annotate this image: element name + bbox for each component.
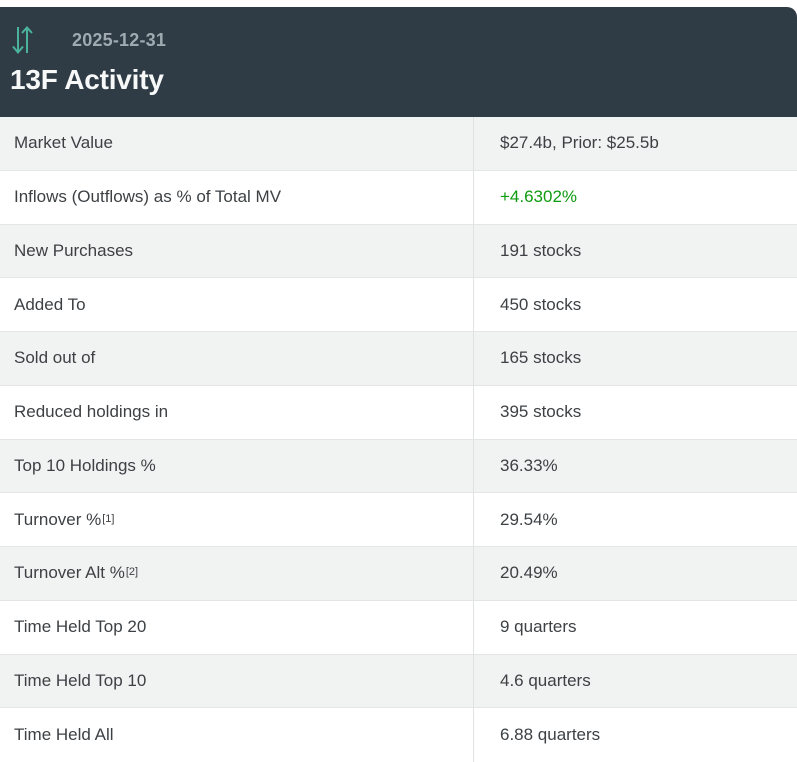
table-row: Turnover % [1] 29.54%	[0, 493, 797, 547]
table-row: Sold out of 165 stocks	[0, 332, 797, 386]
up-down-arrows-icon[interactable]	[10, 21, 36, 59]
row-label: Reduced holdings in	[14, 402, 169, 422]
row-value: 165 stocks	[473, 332, 797, 385]
table-row: Market Value $27.4b, Prior: $25.5b	[0, 117, 797, 171]
row-label: Turnover Alt % [2]	[14, 563, 139, 583]
row-value: 4.6 quarters	[473, 654, 797, 708]
table-row: Time Held All 6.88 quarters	[0, 708, 797, 762]
table-row: Time Held Top 20 9 quarters	[0, 600, 797, 655]
row-label: New Purchases	[14, 240, 134, 260]
table-row: Reduced holdings in 395 stocks	[0, 385, 797, 440]
row-label: Time Held Top 20	[14, 617, 147, 637]
report-date: 2025-12-31	[72, 29, 167, 50]
row-value: $27.4b, Prior: $25.5b	[473, 117, 797, 170]
row-label: Turnover % [1]	[14, 509, 115, 529]
row-label: Sold out of	[14, 348, 96, 368]
row-value: +4.6302%	[473, 170, 797, 224]
table-row: New Purchases 191 stocks	[0, 224, 797, 279]
row-value: 450 stocks	[473, 278, 797, 331]
13f-activity-table: Market Value $27.4b, Prior: $25.5b Inflo…	[0, 117, 797, 762]
top-gap	[0, 0, 797, 7]
page-title: 13F Activity	[10, 64, 164, 95]
row-label: Inflows (Outflows) as % of Total MV	[14, 187, 282, 207]
row-label: Market Value	[14, 133, 113, 153]
row-label: Added To	[14, 294, 86, 314]
row-value: 6.88 quarters	[473, 708, 797, 762]
row-value: 9 quarters	[473, 600, 797, 654]
header-top-row: 2025-12-31	[10, 21, 787, 59]
row-value: 20.49%	[473, 547, 797, 600]
row-label: Top 10 Holdings %	[14, 455, 156, 475]
table-row: Added To 450 stocks	[0, 278, 797, 332]
table-row: Top 10 Holdings % 36.33%	[0, 439, 797, 494]
row-label: Time Held Top 10	[14, 670, 147, 690]
table-row: Time Held Top 10 4.6 quarters	[0, 654, 797, 709]
row-value: 395 stocks	[473, 385, 797, 439]
row-value: 191 stocks	[473, 224, 797, 278]
row-value: 36.33%	[473, 439, 797, 493]
row-label: Time Held All	[14, 725, 114, 745]
card-header: 2025-12-31 13F Activity	[0, 7, 797, 117]
row-value: 29.54%	[473, 493, 797, 546]
table-row: Inflows (Outflows) as % of Total MV +4.6…	[0, 170, 797, 225]
table-row: Turnover Alt % [2] 20.49%	[0, 547, 797, 601]
